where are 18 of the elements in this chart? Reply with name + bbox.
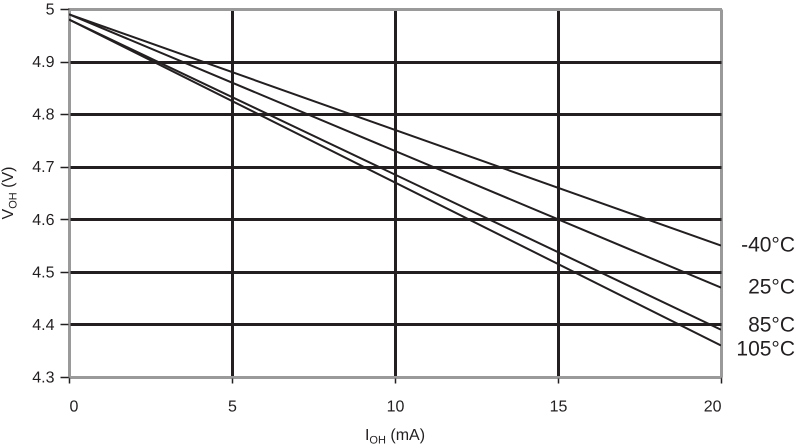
x-tick-label: 20 [704, 398, 722, 416]
y-tick-label: 4.4 [32, 316, 55, 334]
x-tick-label: 5 [228, 398, 238, 416]
y-tick-label: 5 [46, 2, 55, 18]
series-label: 85°C [748, 314, 795, 337]
y-tick-label: 4.7 [32, 159, 55, 176]
series-label: 105°C [736, 338, 795, 361]
x-tick-label: 15 [550, 398, 568, 416]
y-axis-title: VOH (V) [0, 166, 20, 220]
y-tick-label: 4.6 [32, 212, 55, 229]
series-label: 25°C [748, 276, 795, 299]
y-tick-label: 4.9 [32, 54, 55, 72]
series-label: -40°C [741, 234, 795, 257]
y-tick-label: 4.5 [32, 264, 55, 282]
y-tick-label: 4.8 [32, 106, 55, 124]
x-tick-label: 10 [386, 398, 404, 416]
x-tick-label: 0 [70, 398, 78, 416]
y-tick-label: 4.3 [32, 370, 55, 386]
